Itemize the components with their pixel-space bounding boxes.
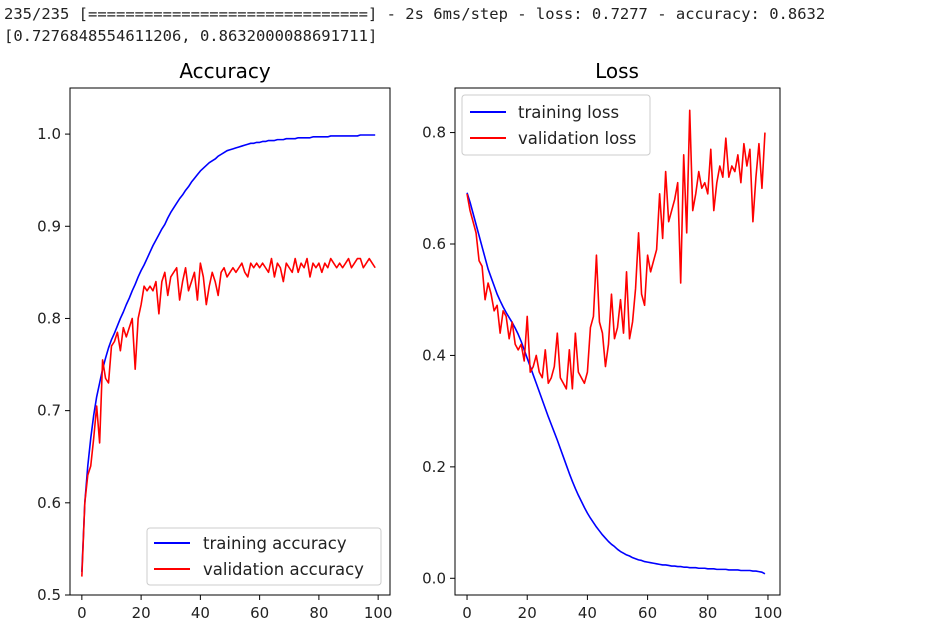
accuracy-xtick-label: 0 xyxy=(77,604,87,622)
accuracy-chart-frame xyxy=(69,87,391,596)
loss-chart-frame xyxy=(454,87,781,596)
loss-xtick-label: 40 xyxy=(578,604,597,622)
loss-xtick-label: 80 xyxy=(698,604,717,622)
console-output-line-2: [0.7276848554611206, 0.8632000088691711] xyxy=(4,27,378,45)
accuracy-ytick-label: 0.5 xyxy=(37,586,61,604)
console-output-line-1: 235/235 [==============================]… xyxy=(4,5,826,23)
accuracy-legend: training accuracy validation accuracy xyxy=(146,527,382,586)
accuracy-ytick-label: 0.6 xyxy=(37,494,61,512)
legend-label-validation-loss: validation loss xyxy=(518,129,636,148)
accuracy-xtick-label: 60 xyxy=(250,604,269,622)
loss-xtick-label: 60 xyxy=(638,604,657,622)
accuracy-chart-title: Accuracy xyxy=(179,59,270,83)
loss-ytick-label: 0.2 xyxy=(422,458,446,476)
loss-ytick-label: 0.0 xyxy=(422,569,446,587)
series-line-validation-accuracy xyxy=(81,257,376,577)
accuracy-xtick-label: 20 xyxy=(132,604,151,622)
loss-ytick-label: 0.8 xyxy=(422,124,446,142)
accuracy-xtick-label: 80 xyxy=(309,604,328,622)
accuracy-ytick-label: 1.0 xyxy=(37,125,61,143)
loss-chart: 0 20 40 60 80 100 0.0 0.2 0.4 0.6 0.8 Loss trainin… xyxy=(422,59,782,622)
loss-ytick-label: 0.4 xyxy=(422,346,446,364)
legend-label-training-accuracy: training accuracy xyxy=(203,534,347,553)
legend-label-validation-accuracy: validation accuracy xyxy=(203,560,364,579)
loss-xtick-label: 0 xyxy=(462,604,472,622)
loss-legend: training loss validation loss xyxy=(461,94,651,156)
accuracy-ytick-label: 0.8 xyxy=(37,309,61,327)
accuracy-ytick-label: 0.9 xyxy=(37,217,61,235)
accuracy-legend-box xyxy=(146,527,382,586)
series-line-validation-loss xyxy=(466,109,766,390)
loss-chart-title: Loss xyxy=(595,59,639,83)
loss-xtick-label: 100 xyxy=(754,604,783,622)
legend-label-training-loss: training loss xyxy=(518,103,619,122)
series-line-training-loss xyxy=(466,192,766,575)
accuracy-ytick-label: 0.7 xyxy=(37,402,61,420)
series-line-training-accuracy xyxy=(81,134,376,572)
loss-xtick-label: 20 xyxy=(518,604,537,622)
accuracy-xtick-label: 100 xyxy=(364,604,393,622)
loss-legend-box xyxy=(461,94,651,156)
accuracy-xtick-label: 40 xyxy=(191,604,210,622)
loss-ytick-label: 0.6 xyxy=(422,235,446,253)
